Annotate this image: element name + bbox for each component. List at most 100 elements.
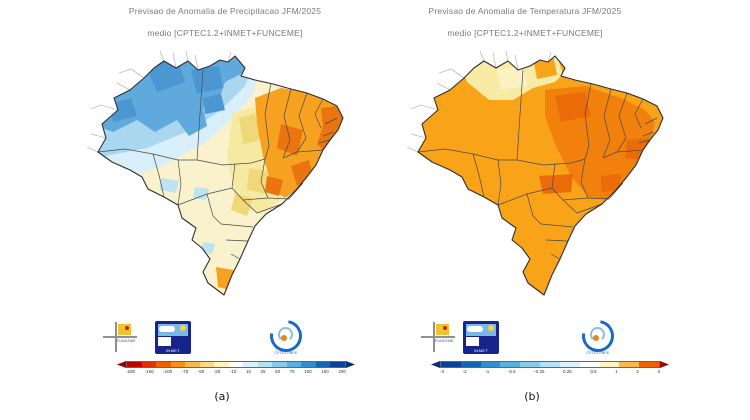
colorbar-segments: [126, 361, 346, 368]
temperature-title-line1: Previsao de Anomalia de Temperatura JFM/…: [428, 6, 622, 16]
cptec-inner-arc: [590, 327, 605, 342]
funceme-cross-vertical: [433, 322, 435, 352]
cptec-logo-text: CPTEC/INPE: [586, 351, 610, 355]
inmet-box: [466, 337, 479, 346]
precipitation-map-title: Previsao de Anomalia de Precipitacao JFM…: [80, 6, 370, 39]
brazil-outline: [417, 55, 664, 296]
colorbar-arrow-left: [117, 361, 126, 368]
inmet-box: [158, 337, 171, 346]
funceme-logo: FUNCEME: [103, 320, 143, 356]
colorbar-tick-label: 50: [275, 369, 281, 374]
colorbar-segment: [480, 362, 501, 367]
colorbar-tick-label: -3: [440, 369, 445, 374]
precipitation-colorbar-labels: -200 -150 -100 -75 -50 -25 -10 10 25 50 75 100 150 20…: [117, 369, 355, 374]
neighbor-country-borders: [406, 50, 552, 153]
colorbar-segment: [559, 362, 580, 367]
inmet-cloud-icon: [159, 326, 175, 332]
colorbar-segment: [619, 362, 640, 367]
funceme-logo-text: FUNCEME: [435, 339, 454, 343]
colorbar-tick-label: -2: [462, 369, 467, 374]
funceme-flag: [436, 324, 449, 335]
colorbar-tick-label: -150: [144, 369, 154, 374]
colorbar-segments: [440, 361, 660, 368]
temperature-title-line2: medio [CPTEC1.2+INMET+FUNCEME]: [447, 28, 603, 38]
cptec-orange-dot: [593, 335, 599, 341]
funceme-cross-horizontal: [103, 336, 137, 338]
colorbar-segment: [185, 362, 200, 367]
funceme-cross-horizontal: [421, 336, 455, 338]
inmet-cloud-icon: [467, 326, 483, 332]
cptec-orange-dot: [281, 335, 287, 341]
colorbar-segment: [579, 362, 600, 367]
temperature-colorbar-labels: -3 -2 -1 -0.5 -0.25 0.25 0.5 1 2 3: [431, 369, 669, 374]
precipitation-colorbar-bar: [117, 361, 355, 368]
colorbar-tick-label: 0.5: [590, 369, 597, 374]
temperature-colorbar-bar: [431, 361, 669, 368]
panel-a-caption: (a): [214, 390, 230, 403]
inmet-logo-text: INMET: [165, 348, 181, 353]
colorbar-tick-label: 1: [615, 369, 618, 374]
colorbar-segment: [156, 362, 171, 367]
inmet-logo: INMET: [155, 321, 191, 354]
colorbar-tick-label: -200: [126, 369, 136, 374]
cptec-inpe-logo: CPTEC/INPE: [575, 313, 621, 359]
dry-strong-patches-coast: [265, 106, 343, 196]
colorbar-segment: [286, 362, 302, 367]
colorbar-segment: [520, 362, 541, 367]
funceme-dot: [125, 326, 129, 330]
brazil-precipitation-anomaly-map: [86, 50, 344, 296]
colorbar-segment: [639, 362, 659, 367]
temperature-map-title: Previsao de Anomalia de Temperatura JFM/…: [380, 6, 670, 39]
colorbar-tick-label: -100: [163, 369, 173, 374]
funceme-dot: [443, 326, 447, 330]
colorbar-tick-label: -75: [181, 369, 189, 374]
cptec-logo-text: CPTEC/INPE: [274, 351, 298, 355]
funceme-flag: [118, 324, 131, 335]
near-normal-light-cell: [497, 66, 527, 90]
colorbar-segment: [315, 362, 331, 367]
warm-patch-amapa: [533, 56, 557, 79]
colorbar-segment: [214, 362, 229, 367]
precipitation-colorbar: -200 -150 -100 -75 -50 -25 -10 10 25 50 75 100 150 20…: [117, 361, 355, 374]
precipitation-title-line1: Previsao de Anomalia de Precipitacao JFM…: [128, 6, 322, 16]
colorbar-tick-label: -1: [485, 369, 490, 374]
colorbar-tick-label: -10: [229, 369, 237, 374]
funceme-logo: FUNCEME: [421, 320, 461, 356]
colorbar-tick-label: -0.5: [507, 369, 516, 374]
colorbar-tick-label: 3: [657, 369, 660, 374]
inmet-sun-icon: [180, 325, 186, 331]
colorbar-segment: [199, 362, 215, 367]
neighbor-country-borders: [86, 50, 232, 153]
cptec-inpe-logo: CPTEC/INPE: [263, 313, 309, 359]
colorbar-tick-label: -0.25: [534, 369, 545, 374]
colorbar-tick-label: 150: [321, 369, 329, 374]
temperature-colorbar: -3 -2 -1 -0.5 -0.25 0.25 0.5 1 2 3: [431, 361, 669, 374]
colorbar-tick-label: 100: [304, 369, 312, 374]
colorbar-arrow-right: [346, 361, 355, 368]
colorbar-tick-label: -25: [213, 369, 221, 374]
colorbar-tick-label: 2: [636, 369, 639, 374]
funceme-logo-text: FUNCEME: [117, 339, 136, 343]
colorbar-tick-label: -50: [197, 369, 205, 374]
wet-patches-centerwest: [160, 178, 215, 254]
colorbar-segment: [272, 362, 287, 367]
colorbar-segment: [127, 362, 142, 367]
colorbar-segment: [500, 362, 521, 367]
funceme-cross-vertical: [115, 322, 117, 352]
colorbar-segment: [170, 362, 186, 367]
inmet-sun-icon: [488, 325, 494, 331]
colorbar-segment: [599, 362, 620, 367]
inmet-logo-text: INMET: [473, 348, 489, 353]
state-borders: [417, 69, 658, 260]
colorbar-segment: [301, 362, 316, 367]
state-borders: [97, 69, 338, 260]
inmet-logo: INMET: [463, 321, 499, 354]
colorbar-segment: [460, 362, 481, 367]
colorbar-segment: [257, 362, 273, 367]
colorbar-tick-label: 10: [245, 369, 251, 374]
cptec-inner-arc: [278, 327, 293, 342]
colorbar-segment: [228, 362, 244, 367]
colorbar-segment: [540, 362, 560, 367]
precipitation-title-line2: medio [CPTEC1.2+INMET+FUNCEME]: [147, 28, 303, 38]
